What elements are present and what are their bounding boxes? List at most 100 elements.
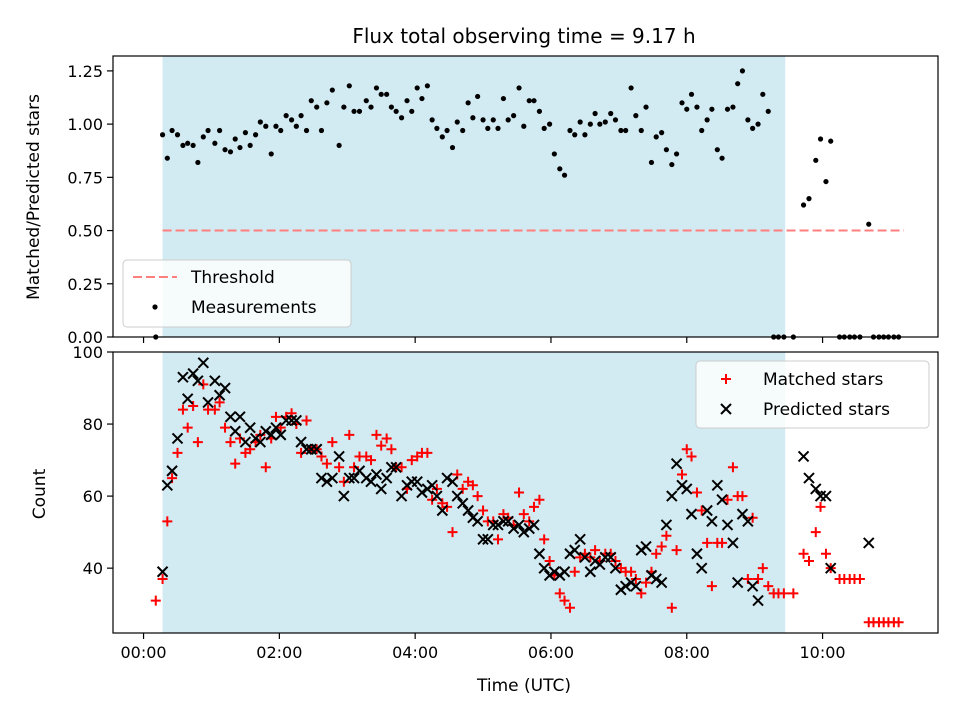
measurement-point xyxy=(673,151,680,157)
measurement-point xyxy=(828,138,834,144)
matched-star-point xyxy=(214,397,225,408)
matched-star-point xyxy=(275,422,286,433)
predicted-star-point xyxy=(209,375,221,387)
measurement-point xyxy=(465,100,471,106)
matched-star-point xyxy=(722,494,733,505)
measurement-point xyxy=(750,125,756,131)
matched-star-point xyxy=(539,534,550,545)
measurement-point xyxy=(602,119,608,125)
measurement-point xyxy=(531,98,537,104)
measurement-point xyxy=(324,100,330,106)
predicted-star-point xyxy=(197,357,210,369)
measurement-point xyxy=(263,123,269,129)
matched-star-point xyxy=(514,487,525,498)
measurement-point xyxy=(308,98,314,104)
measurement-point xyxy=(628,85,634,91)
measurement-point xyxy=(159,132,166,138)
measurement-point xyxy=(195,159,201,166)
matched-star-point xyxy=(157,573,168,584)
matched-star-point xyxy=(737,491,748,502)
matched-star-point xyxy=(702,537,713,548)
chart-title: Flux total observing time = 9.17 h xyxy=(352,24,695,48)
predicted-star-point xyxy=(441,472,453,484)
measurement-point xyxy=(485,125,491,131)
ratio-panel: 0.00 0.25 0.50 0.75 1.00 1.25 Threshold Measure… xyxy=(67,55,939,347)
predicted-star-point xyxy=(213,389,226,401)
measurement-point xyxy=(699,127,705,134)
measurement-point xyxy=(247,142,253,149)
predicted-star-point xyxy=(411,475,423,488)
matched-star-point xyxy=(554,588,565,599)
matched-star-point xyxy=(893,617,904,628)
matched-star-point xyxy=(376,440,387,451)
predicted-star-point xyxy=(752,594,764,607)
measurement-point xyxy=(704,117,710,123)
measurement-point xyxy=(608,110,614,117)
measurement-point xyxy=(567,127,573,134)
matched-star-point xyxy=(371,429,382,440)
matched-star-point xyxy=(656,541,667,552)
matched-star-point xyxy=(192,437,203,448)
matched-star-point xyxy=(753,573,764,584)
predicted-star-point xyxy=(820,490,832,502)
measurement-point xyxy=(516,85,522,91)
predicted-star-point xyxy=(343,472,356,484)
measurement-point xyxy=(490,117,496,123)
predicted-star-point xyxy=(619,580,632,592)
measurement-point xyxy=(268,151,274,157)
matched-star-point xyxy=(447,527,458,538)
predicted-star-point xyxy=(727,537,739,549)
matched-star-point xyxy=(396,462,407,473)
x-tick-label: 04:00 xyxy=(392,643,438,662)
predicted-star-point xyxy=(548,566,561,578)
predicted-star-point xyxy=(711,479,724,492)
matched-star-point xyxy=(636,588,647,599)
measurement-point xyxy=(368,104,374,110)
predicted-star-point xyxy=(254,436,267,448)
measurement-point xyxy=(414,85,420,91)
matched-star-point xyxy=(493,534,503,545)
measurement-point xyxy=(429,117,435,123)
measurement-point xyxy=(755,121,761,127)
matched-star-point xyxy=(810,527,821,538)
x-tick-label: 08:00 xyxy=(664,643,710,662)
predicted-star-point xyxy=(569,544,581,556)
matched-star-point xyxy=(677,469,688,480)
predicted-star-point xyxy=(426,479,438,492)
legend-measurement-swatch xyxy=(152,304,158,310)
matched-star-point xyxy=(338,476,349,487)
predicted-star-point xyxy=(234,411,246,423)
measurement-point xyxy=(806,196,812,202)
legend: Matched stars Predicted stars xyxy=(695,360,930,429)
matched-star-point xyxy=(651,548,662,559)
measurement-point xyxy=(298,113,304,119)
matched-star-point xyxy=(590,545,601,556)
measurement-point xyxy=(618,127,624,134)
matched-star-point xyxy=(666,602,677,613)
legend-threshold-label: Threshold xyxy=(190,268,275,288)
predicted-star-point xyxy=(265,429,277,441)
measurement-point xyxy=(288,117,295,123)
matched-star-point xyxy=(472,491,483,502)
predicted-star-point xyxy=(260,425,272,437)
matched-star-point xyxy=(260,462,271,473)
predicted-star-point xyxy=(171,432,184,445)
predicted-star-point xyxy=(365,475,377,488)
predicted-star-point xyxy=(605,551,617,564)
predicted-star-point xyxy=(640,540,652,553)
predicted-star-point xyxy=(533,548,546,560)
matched-star-point xyxy=(528,501,539,512)
predicted-star-point xyxy=(161,479,174,492)
predicted-star-point xyxy=(609,562,622,574)
matched-star-point xyxy=(854,573,865,584)
predicted-star-point xyxy=(315,472,328,484)
x-tick-label: 00:00 xyxy=(121,643,167,662)
measurement-point xyxy=(217,127,223,134)
predicted-star-point xyxy=(825,562,837,574)
measurement-point xyxy=(388,104,394,110)
measurement-point xyxy=(384,91,390,97)
matched-star-point xyxy=(803,555,814,566)
predicted-star-point xyxy=(655,576,668,589)
measurement-point xyxy=(237,144,243,151)
measurement-point xyxy=(679,100,685,106)
